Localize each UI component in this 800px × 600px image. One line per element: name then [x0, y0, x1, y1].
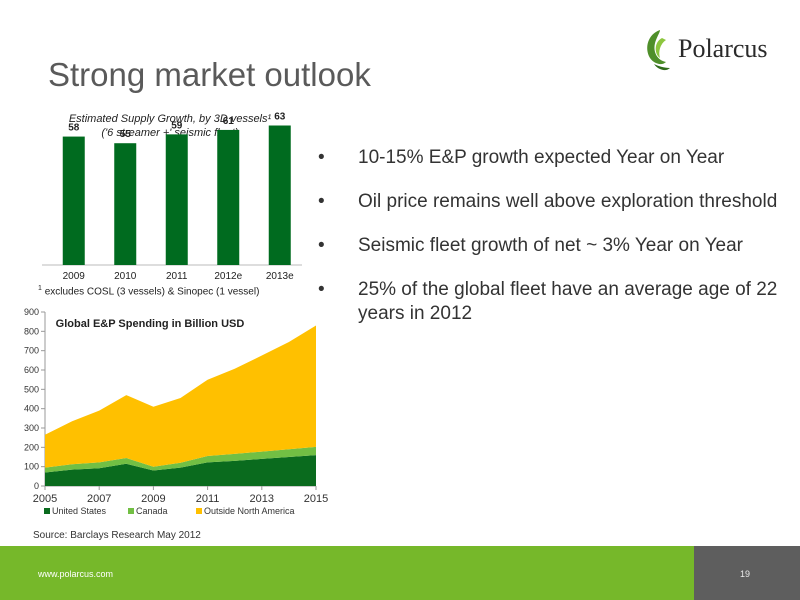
bar-2013e — [268, 125, 291, 265]
legend-label: Outside North America — [204, 506, 295, 516]
area-series-2 — [45, 325, 316, 468]
bullet-text: Seismic fleet growth of net ~ 3% Year on… — [358, 235, 744, 256]
area-y-tick-label: 200 — [24, 442, 39, 452]
bullet-list: • 10-15% E&P growth expected Year on Year… — [318, 146, 778, 346]
area-x-tick-label: 2007 — [87, 493, 111, 505]
e-and-p-spending-area-chart: 0 100 200 300 400 500 600 700 800 900 2005 2007 2009… — [24, 307, 328, 516]
bar-2010 — [114, 143, 137, 265]
area-x-tick-label: 2011 — [196, 493, 220, 505]
source-note: Source: Barclays Research May 2012 — [33, 530, 201, 541]
area-chart-title: Global E&P Spending in Billion USD — [56, 318, 245, 330]
bullet-item: • Oil price remains well above exploratio… — [318, 190, 778, 214]
area-y-tick-label: 500 — [24, 384, 39, 394]
bar-chart-title: Estimated Supply Growth, by 3D vessels¹ — [69, 113, 272, 125]
bar-2011 — [165, 134, 188, 265]
bullet-item: • 25% of the global fleet have an average… — [318, 278, 778, 326]
bar-value-label: 63 — [274, 112, 286, 123]
page-number: 19 — [740, 569, 751, 579]
area-y-tick-label: 600 — [24, 365, 39, 375]
legend-label: United States — [52, 506, 107, 516]
bar-category-label: 2010 — [114, 271, 137, 282]
bar-chart-subtitle: ('6 streamer +' seismic fleet) — [101, 127, 238, 139]
legend-label: Canada — [136, 506, 168, 516]
area-y-tick-label: 800 — [24, 326, 39, 336]
area-y-tick-label: 100 — [24, 462, 39, 472]
footer-bar — [0, 546, 800, 600]
area-y-tick-label: 900 — [24, 307, 39, 317]
bar-value-label: 61 — [223, 116, 235, 127]
area-y-tick-label: 400 — [24, 404, 39, 414]
bar-category-label: 2012e — [214, 271, 242, 282]
bar-category-label: 2009 — [63, 271, 86, 282]
footnote-marker: 1 — [38, 285, 42, 292]
legend-swatch — [128, 508, 134, 514]
page-number-box: 19 — [694, 546, 800, 600]
footnote-text: excludes COSL (3 vessels) & Sinopec (1 v… — [44, 286, 260, 298]
footnote: 1 excludes COSL (3 vessels) & Sinopec (1… — [38, 285, 259, 297]
legend-swatch — [44, 508, 50, 514]
bullet-text: Oil price remains well above exploration… — [358, 191, 778, 212]
area-series-1 — [45, 446, 316, 473]
bar-category-label: 2013e — [266, 271, 294, 282]
area-y-tick-label: 0 — [34, 481, 39, 491]
bullet-marker: • — [318, 235, 325, 256]
bullet-item: • Seismic fleet growth of net ~ 3% Year o… — [318, 234, 778, 258]
area-y-tick-label: 300 — [24, 423, 39, 433]
area-x-tick-label: 2005 — [33, 493, 57, 505]
bar-category-label: 2011 — [166, 271, 188, 282]
bullet-item: • 10-15% E&P growth expected Year on Year — [318, 146, 778, 170]
bullet-marker: • — [318, 147, 325, 168]
bar-value-label: 55 — [120, 129, 132, 140]
polarcus-leaf-icon — [647, 30, 670, 71]
footer-url[interactable]: www.polarcus.com — [38, 569, 114, 579]
bar-value-label: 59 — [171, 120, 183, 131]
area-series-0 — [45, 455, 316, 486]
slide-title: Strong market outlook — [48, 56, 371, 93]
bullet-text: 10-15% E&P growth expected Year on Year — [358, 147, 725, 168]
legend-swatch — [196, 508, 202, 514]
bar-2009 — [62, 136, 85, 265]
bullet-marker: • — [318, 279, 325, 300]
bar-value-label: 58 — [68, 123, 80, 134]
area-x-tick-label: 2015 — [304, 493, 328, 505]
polarcus-wordmark: Polarcus — [678, 34, 768, 63]
bar-2012e — [217, 129, 240, 265]
bullet-text: 25% of the global fleet have an average … — [358, 279, 778, 324]
bullet-marker: • — [318, 191, 325, 212]
polarcus-logo: Polarcus — [640, 22, 790, 82]
area-y-tick-label: 700 — [24, 346, 39, 356]
area-x-tick-label: 2013 — [250, 493, 274, 505]
area-x-tick-label: 2009 — [141, 493, 165, 505]
supply-growth-bar-chart: Estimated Supply Growth, by 3D vessels¹ … — [42, 112, 302, 282]
